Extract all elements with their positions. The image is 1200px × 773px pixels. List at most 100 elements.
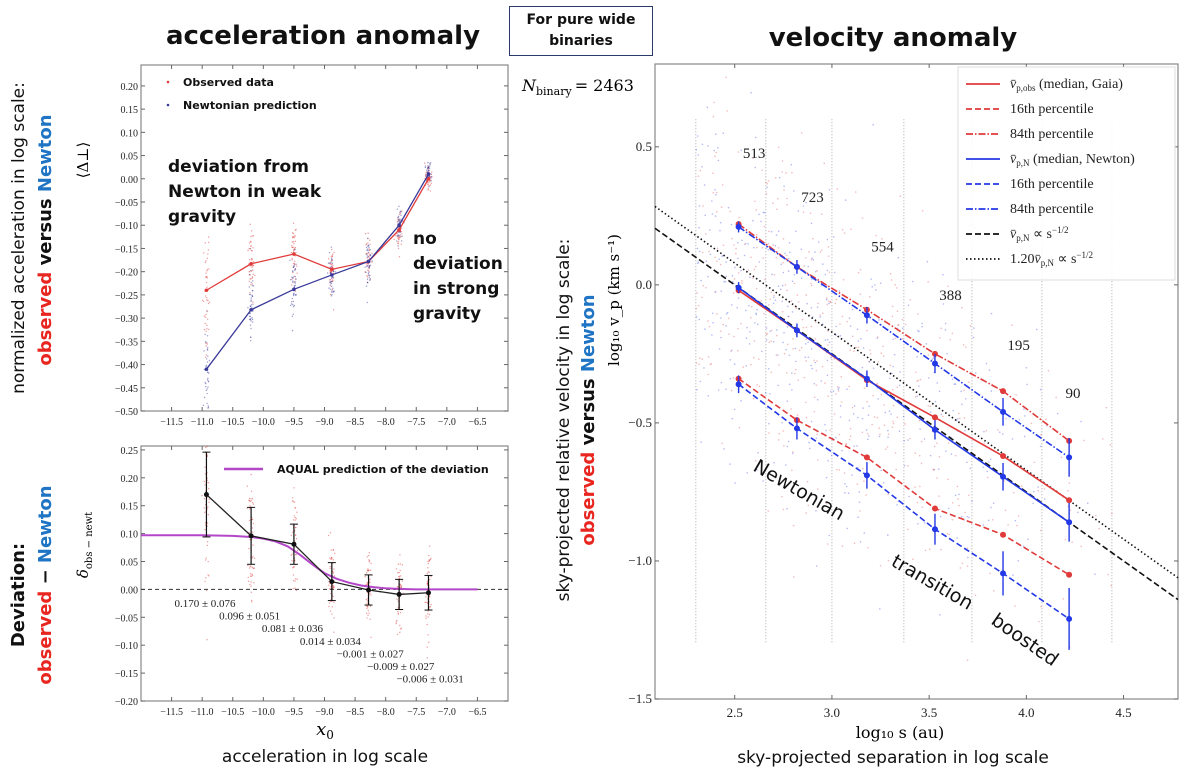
acc-ytick-label: 0.20 xyxy=(121,82,139,93)
data-point xyxy=(931,505,938,512)
scatter-dot xyxy=(294,282,296,284)
scatter-dot xyxy=(291,553,293,555)
scatter-dot xyxy=(426,646,428,648)
scatter-dot xyxy=(815,369,818,372)
scatter-dot xyxy=(206,310,208,312)
bin-count: 195 xyxy=(1007,338,1030,354)
scatter-dot xyxy=(737,297,740,299)
scatter-dot xyxy=(786,289,788,292)
scatter-dot xyxy=(857,340,860,342)
scatter-dot xyxy=(206,286,208,288)
scatter-dot xyxy=(206,335,209,337)
scatter-dot xyxy=(430,173,432,175)
scatter-dot xyxy=(430,576,432,578)
scatter-dot xyxy=(401,235,403,237)
scatter-dot xyxy=(755,312,757,315)
scatter-dot xyxy=(775,334,778,337)
scatter-dot xyxy=(1043,488,1046,490)
scatter-dot xyxy=(327,534,330,537)
scatter-dot xyxy=(1017,560,1020,562)
left-title: acceleration anomaly xyxy=(166,21,480,51)
scatter-dot xyxy=(203,480,206,483)
scatter-dot xyxy=(738,426,741,429)
scatter-dot xyxy=(788,354,791,357)
annotation-text: Newton in weak xyxy=(168,182,322,202)
scatter-dot xyxy=(891,388,894,391)
scatter-dot xyxy=(986,476,989,479)
scatter-dot xyxy=(1039,388,1042,391)
scatter-dot xyxy=(936,477,938,479)
scatter-dot xyxy=(427,634,429,636)
acc-ytick-label: 0.10 xyxy=(121,128,139,139)
scatter-dot xyxy=(904,423,906,425)
scatter-dot xyxy=(784,284,787,286)
scatter-dot xyxy=(845,485,848,488)
scatter-dot xyxy=(367,272,370,275)
dev-xtick-label: −7.0 xyxy=(438,707,456,718)
dev-ytick-label: 0.00 xyxy=(121,585,139,596)
scatter-dot xyxy=(773,296,775,299)
scatter-dot xyxy=(426,169,428,171)
data-point xyxy=(204,288,209,293)
acc-xtick-label: −7.5 xyxy=(407,417,425,428)
scatter-dot xyxy=(917,313,919,315)
scatter-dot xyxy=(1026,383,1028,386)
scatter-dot xyxy=(750,256,752,259)
bin-count: 513 xyxy=(743,146,766,162)
scatter-dot xyxy=(733,363,736,365)
scatter-dot xyxy=(912,280,914,283)
scatter-dot xyxy=(846,527,849,530)
scatter-dot xyxy=(972,336,975,339)
acc-xtick-label: −11.0 xyxy=(191,417,214,428)
scatter-dot xyxy=(711,213,714,215)
scatter-dot xyxy=(868,405,870,407)
scatter-dot xyxy=(1012,574,1014,577)
reference-line-0 xyxy=(654,227,1179,601)
scatter-dot xyxy=(369,274,371,277)
data-point xyxy=(292,252,296,256)
scatter-dot xyxy=(740,149,743,152)
scatter-dot xyxy=(725,275,728,278)
scatter-dot xyxy=(966,659,969,662)
scatter-dot xyxy=(938,456,941,458)
scatter-dot xyxy=(816,433,818,436)
scatter-dot xyxy=(760,350,763,353)
scatter-dot xyxy=(725,76,727,79)
scatter-dot xyxy=(425,174,427,177)
scatter-dot xyxy=(202,404,205,407)
scatter-dot xyxy=(762,211,765,214)
scatter-dot xyxy=(366,278,369,280)
scatter-dot xyxy=(729,377,732,380)
data-point xyxy=(1066,519,1073,526)
scatter-dot xyxy=(827,255,830,257)
scatter-dot xyxy=(879,433,881,436)
scatter-dot xyxy=(1007,524,1009,526)
scatter-dot xyxy=(398,238,400,241)
scatter-dot xyxy=(904,323,907,326)
scatter-dot xyxy=(249,292,251,294)
scatter-dot xyxy=(792,348,794,350)
scatter-dot xyxy=(954,454,957,457)
scatter-dot xyxy=(396,633,399,636)
scatter-dot xyxy=(698,318,701,321)
scatter-dot xyxy=(861,217,864,219)
scatter-dot xyxy=(846,320,848,323)
scatter-dot xyxy=(826,338,829,341)
scatter-dot xyxy=(717,159,720,162)
scatter-dot xyxy=(333,575,336,577)
scatter-dot xyxy=(895,468,897,471)
scatter-dot xyxy=(206,639,208,641)
scatter-dot xyxy=(839,416,842,418)
scatter-dot xyxy=(879,608,881,610)
scatter-dot xyxy=(791,372,793,374)
scatter-dot xyxy=(775,256,778,259)
acc-ytick-label: −0.35 xyxy=(115,337,138,348)
scatter-dot xyxy=(957,417,959,420)
scatter-dot xyxy=(777,439,780,441)
scatter-dot xyxy=(367,232,369,234)
scatter-dot xyxy=(883,404,886,406)
scatter-dot xyxy=(703,367,705,369)
scatter-dot xyxy=(783,445,785,447)
scatter-dot xyxy=(365,253,368,255)
